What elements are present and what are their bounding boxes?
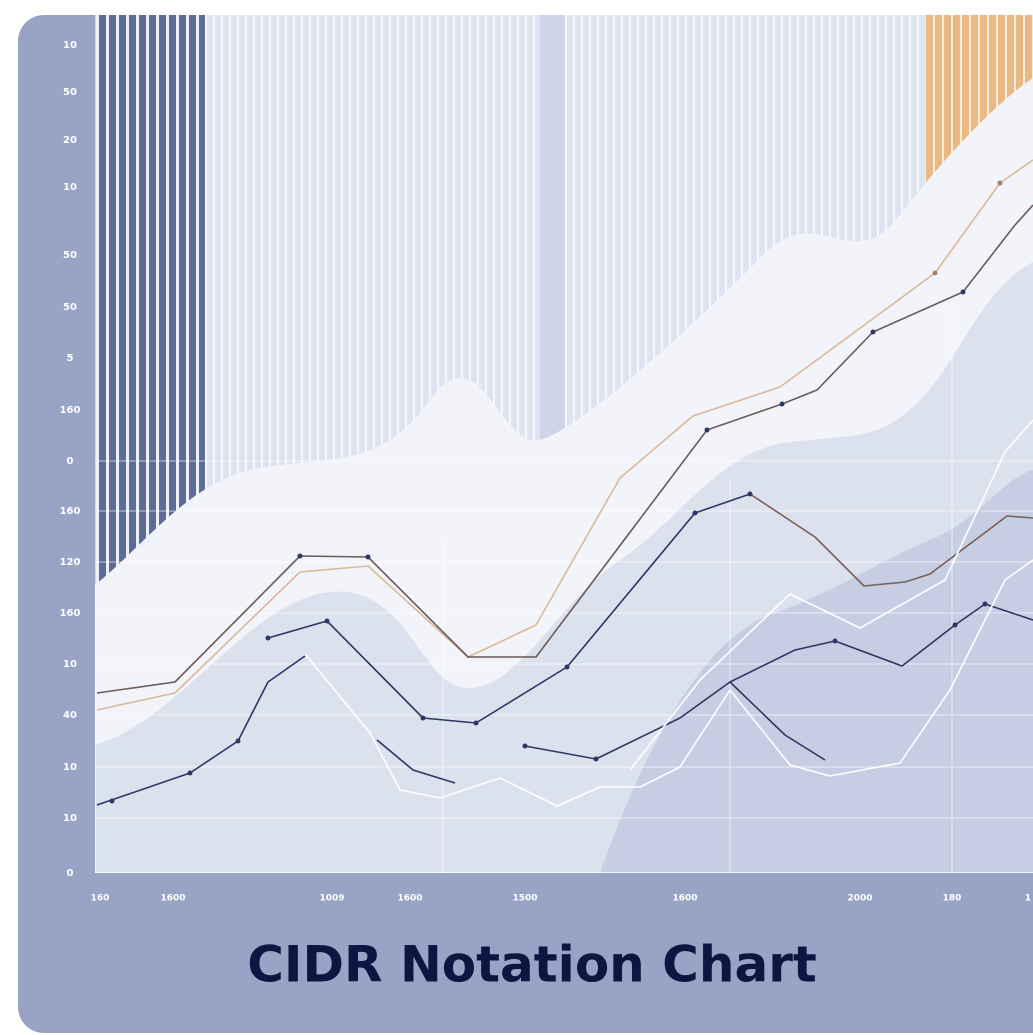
y-label: 0 [67,868,74,879]
y-label: 10 [63,40,77,51]
y-label: 160 [60,405,81,416]
y-label: 160 [60,608,81,619]
y-label: 10 [63,659,77,670]
y-label: 50 [63,302,77,313]
x-label: 2000 [847,894,872,904]
x-label: 180 [943,894,962,904]
x-label: 1009 [319,894,344,904]
x-label: 1500 [512,894,537,904]
y-label: 50 [63,87,77,98]
y-label: 120 [60,557,81,568]
illustration: 10502010505051600160120160104010100 1601… [0,0,1033,1035]
y-label: 10 [63,813,77,824]
x-label: 1600 [160,894,185,904]
y-label: 5 [67,353,74,364]
x-label: 1600 [397,894,422,904]
plot [95,15,1033,873]
y-label: 50 [63,250,77,261]
y-label: 20 [63,135,77,146]
y-label: 160 [60,506,81,517]
title: CIDR Notation Chart [247,936,817,994]
x-label: 1600 [672,894,697,904]
y-label: 0 [67,456,74,467]
x-label: 160 [91,894,110,904]
y-label: 10 [63,762,77,773]
y-label: 10 [63,182,77,193]
y-label: 40 [63,710,77,721]
x-label: 1 [1025,894,1031,904]
page: 10502010505051600160120160104010100 1601… [0,0,1033,1035]
